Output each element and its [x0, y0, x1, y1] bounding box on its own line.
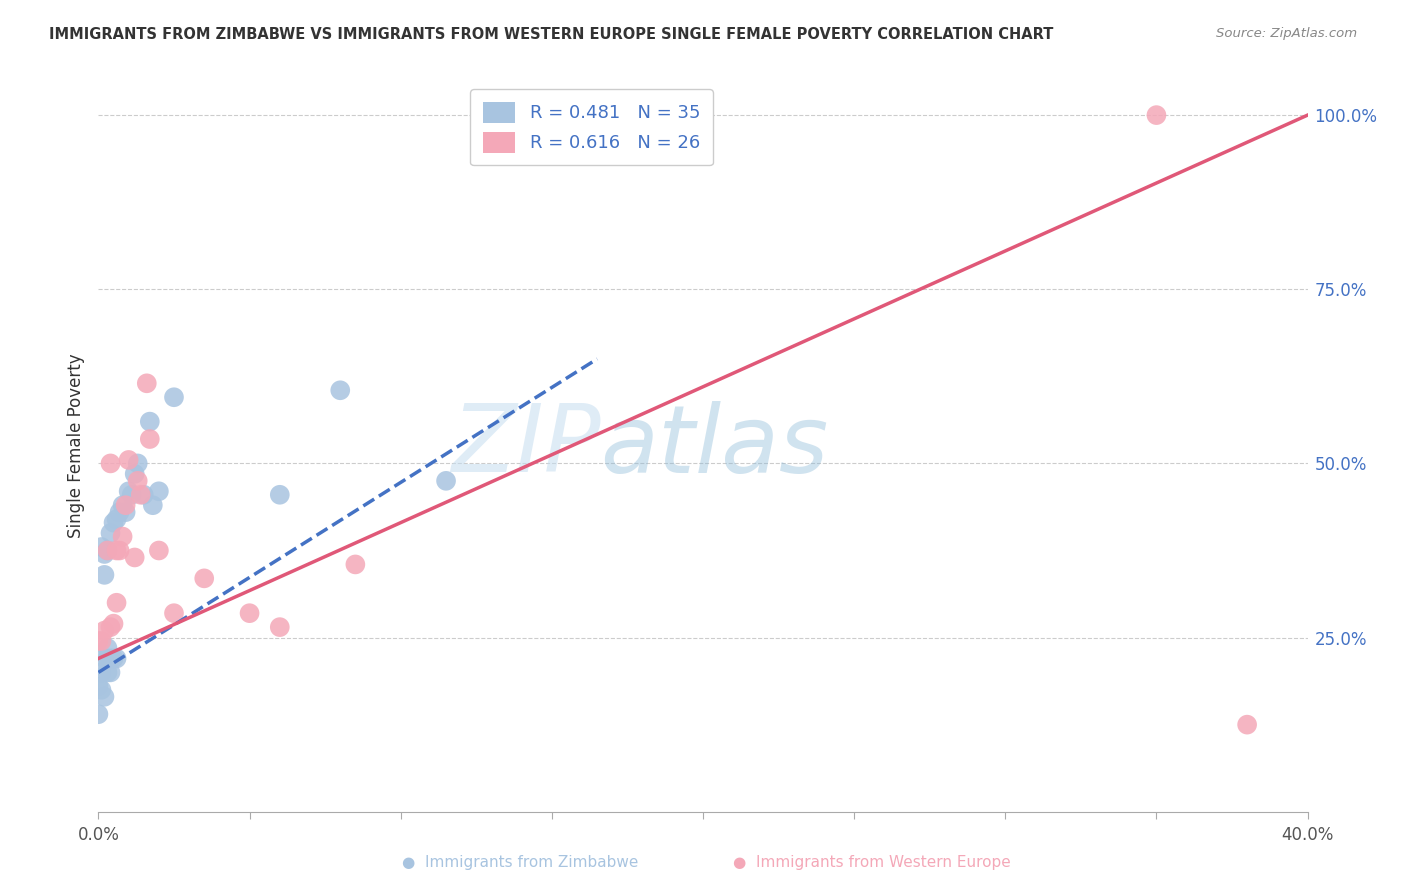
- Point: [269, 488, 291, 502]
- Point: [434, 474, 457, 488]
- Point: [127, 474, 149, 488]
- Point: [93, 624, 115, 638]
- Point: [90, 540, 112, 554]
- Point: [87, 634, 110, 648]
- Point: [139, 432, 162, 446]
- Point: [118, 484, 141, 499]
- Point: [108, 505, 131, 519]
- Point: [93, 690, 115, 704]
- Text: atlas: atlas: [600, 401, 828, 491]
- Point: [1236, 717, 1258, 731]
- Point: [193, 571, 215, 585]
- Point: [100, 526, 122, 541]
- Point: [96, 543, 118, 558]
- Point: [105, 543, 128, 558]
- Point: [344, 558, 367, 572]
- Point: [118, 453, 141, 467]
- Point: [142, 498, 165, 512]
- Point: [105, 651, 128, 665]
- Point: [239, 606, 262, 620]
- Point: [100, 651, 122, 665]
- Point: [163, 390, 186, 404]
- Point: [96, 543, 118, 558]
- Text: ZIP: ZIP: [450, 401, 600, 491]
- Point: [87, 679, 110, 693]
- Point: [90, 634, 112, 648]
- Point: [93, 567, 115, 582]
- Point: [139, 415, 162, 429]
- Point: [103, 516, 125, 530]
- Point: [93, 547, 115, 561]
- Point: [269, 620, 291, 634]
- Point: [148, 484, 170, 499]
- Point: [96, 640, 118, 655]
- Point: [100, 457, 122, 471]
- Point: [96, 651, 118, 665]
- Point: [90, 665, 112, 680]
- Point: [96, 665, 118, 680]
- Point: [124, 467, 146, 481]
- Point: [90, 682, 112, 697]
- Point: [135, 376, 157, 391]
- Point: [163, 606, 186, 620]
- Legend: R = 0.481   N = 35, R = 0.616   N = 26: R = 0.481 N = 35, R = 0.616 N = 26: [470, 89, 713, 165]
- Point: [132, 488, 155, 502]
- Point: [100, 620, 122, 634]
- Point: [111, 530, 134, 544]
- Point: [111, 498, 134, 512]
- Point: [329, 384, 352, 398]
- Text: ●  Immigrants from Western Europe: ● Immigrants from Western Europe: [733, 855, 1011, 870]
- Point: [103, 651, 125, 665]
- Y-axis label: Single Female Poverty: Single Female Poverty: [66, 354, 84, 538]
- Point: [114, 498, 136, 512]
- Text: Source: ZipAtlas.com: Source: ZipAtlas.com: [1216, 27, 1357, 40]
- Point: [93, 651, 115, 665]
- Point: [127, 457, 149, 471]
- Point: [148, 543, 170, 558]
- Point: [87, 707, 110, 722]
- Text: ●  Immigrants from Zimbabwe: ● Immigrants from Zimbabwe: [402, 855, 638, 870]
- Point: [105, 596, 128, 610]
- Point: [121, 488, 143, 502]
- Point: [105, 512, 128, 526]
- Point: [1144, 108, 1167, 122]
- Point: [114, 505, 136, 519]
- Point: [124, 550, 146, 565]
- Point: [103, 616, 125, 631]
- Point: [100, 665, 122, 680]
- Point: [129, 488, 152, 502]
- Point: [108, 543, 131, 558]
- Text: IMMIGRANTS FROM ZIMBABWE VS IMMIGRANTS FROM WESTERN EUROPE SINGLE FEMALE POVERTY: IMMIGRANTS FROM ZIMBABWE VS IMMIGRANTS F…: [49, 27, 1053, 42]
